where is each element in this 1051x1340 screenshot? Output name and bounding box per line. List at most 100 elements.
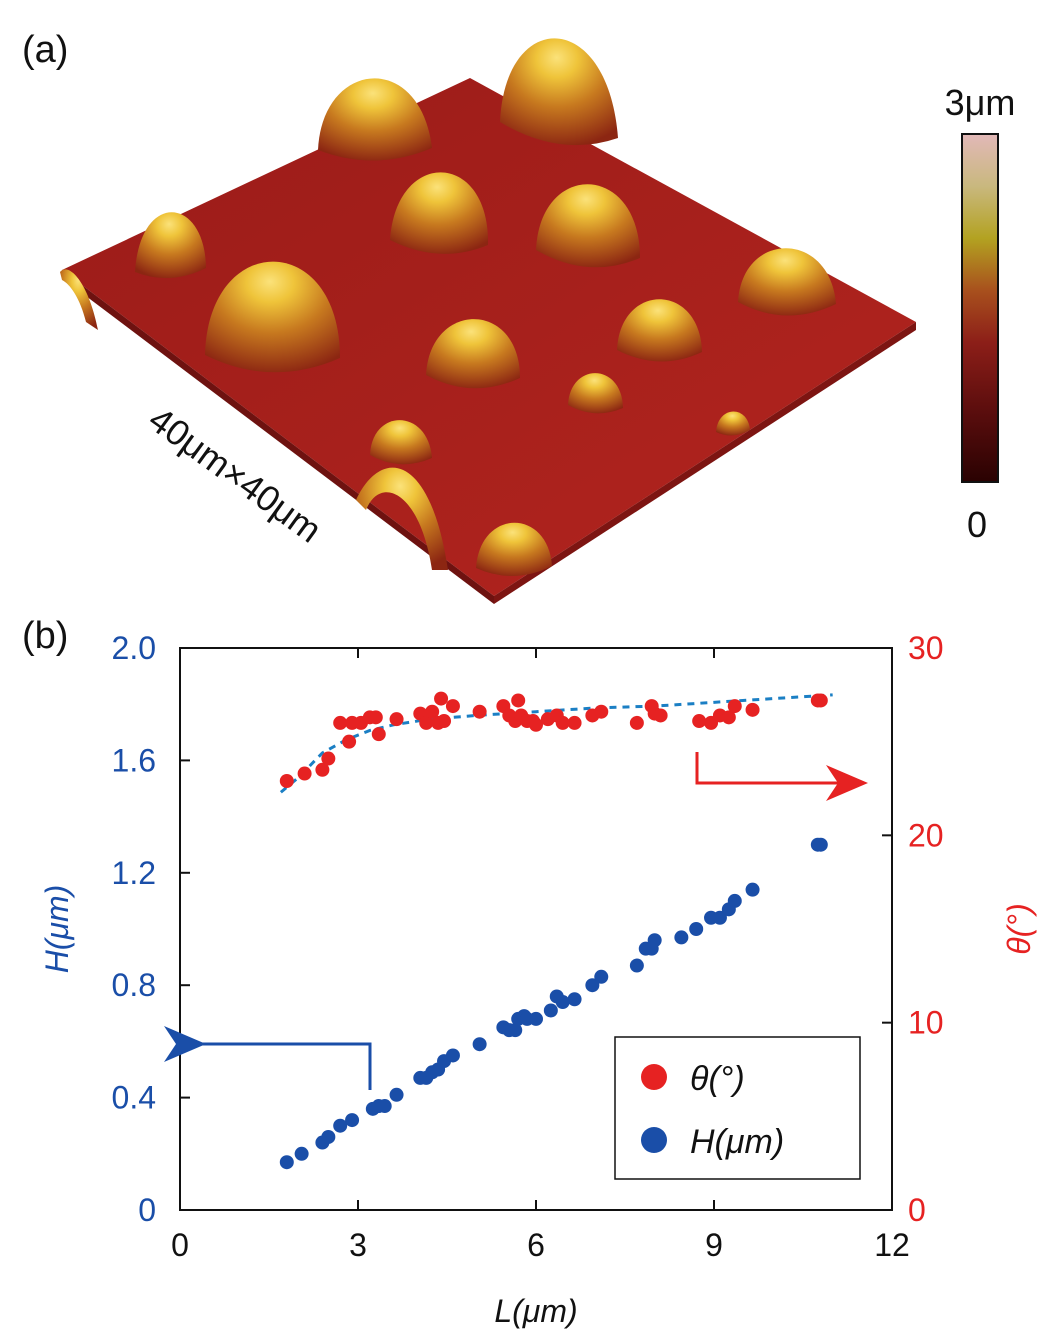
h-point bbox=[543, 1003, 558, 1018]
bump-edge-cut bbox=[60, 269, 98, 330]
left-y-tick-label: 1.6 bbox=[112, 742, 156, 778]
theta-fit-curve bbox=[279, 693, 833, 794]
h-point bbox=[529, 1011, 543, 1026]
right-y-tick-label: 30 bbox=[908, 630, 944, 666]
right-y-tick-label: 20 bbox=[908, 817, 944, 853]
h-point bbox=[585, 978, 600, 993]
bump bbox=[205, 261, 340, 373]
x-tick-label: 0 bbox=[171, 1227, 189, 1263]
colorbar-gradient bbox=[961, 133, 999, 483]
theta-point bbox=[279, 774, 294, 789]
panel-a: (a) 40μm×40μm bbox=[22, 29, 1015, 604]
legend: θ(°) H(μm) bbox=[614, 1036, 861, 1180]
bump bbox=[536, 184, 640, 268]
h-point bbox=[647, 933, 662, 948]
h-point bbox=[321, 1129, 336, 1144]
arrow-to-left-axis bbox=[164, 1026, 372, 1090]
x-axis: 0 3 6 9 12 bbox=[171, 648, 910, 1263]
h-point bbox=[712, 910, 727, 925]
theta-point bbox=[472, 704, 487, 719]
surface-bumps bbox=[60, 38, 836, 577]
left-y-tick-label: 0 bbox=[138, 1192, 156, 1228]
h-point bbox=[555, 995, 570, 1010]
h-point bbox=[594, 969, 609, 984]
h-point bbox=[279, 1155, 294, 1170]
theta-point bbox=[315, 762, 330, 777]
theta-point bbox=[745, 702, 760, 717]
h-point bbox=[389, 1087, 404, 1102]
h-point bbox=[377, 1099, 392, 1114]
h-point bbox=[689, 922, 704, 936]
axis-arrows bbox=[164, 752, 868, 1090]
theta-point bbox=[297, 766, 312, 781]
x-axis-label: L(μm) bbox=[494, 1293, 577, 1329]
left-y-axis: 0 0.4 0.8 1.2 1.6 2.0 bbox=[112, 630, 190, 1228]
left-y-tick-label: 1.2 bbox=[112, 855, 156, 891]
legend-box bbox=[614, 1036, 861, 1180]
colorbar-min-label: 0 bbox=[967, 504, 987, 545]
x-tick-label: 3 bbox=[349, 1227, 367, 1263]
afm-surface bbox=[60, 38, 916, 604]
panel-a-label: (a) bbox=[22, 29, 68, 71]
x-tick-label: 12 bbox=[874, 1227, 910, 1263]
bump bbox=[390, 172, 489, 254]
bump bbox=[318, 78, 432, 161]
right-y-axis-label: θ(°) bbox=[1001, 903, 1037, 954]
theta-point bbox=[813, 693, 828, 708]
theta-point bbox=[721, 710, 736, 725]
bump bbox=[500, 38, 618, 146]
bump bbox=[476, 522, 552, 577]
theta-point bbox=[567, 715, 582, 730]
h-point bbox=[813, 837, 828, 852]
theta-point bbox=[555, 715, 570, 730]
theta-point bbox=[511, 693, 526, 708]
legend-h-label: H(μm) bbox=[690, 1123, 784, 1161]
theta-point bbox=[434, 691, 449, 706]
h-point bbox=[567, 992, 582, 1007]
h-point bbox=[445, 1048, 460, 1063]
theta-point bbox=[389, 712, 404, 727]
theta-point bbox=[333, 715, 348, 730]
h-point bbox=[294, 1146, 309, 1161]
panel-b: (b) 0 3 6 9 12 0 0.4 0.8 1.2 1.6 2.0 0 10 20 30 L(μm… bbox=[22, 615, 1037, 1329]
theta-point bbox=[368, 710, 383, 725]
bump bbox=[738, 248, 836, 316]
bump bbox=[716, 411, 750, 436]
theta-point bbox=[321, 751, 336, 766]
colorbar-max-label: 3μm bbox=[945, 82, 1016, 123]
right-y-axis: 0 10 20 30 bbox=[882, 630, 944, 1228]
h-point bbox=[629, 958, 644, 973]
substrate-edge-front bbox=[62, 270, 494, 604]
bump bbox=[617, 299, 702, 362]
h-point bbox=[345, 1113, 360, 1128]
theta-point bbox=[629, 715, 644, 730]
theta-points-layer bbox=[279, 691, 828, 789]
theta-point bbox=[594, 704, 609, 719]
theta-point bbox=[445, 699, 460, 714]
bump bbox=[135, 212, 206, 279]
left-y-tick-label: 0.4 bbox=[112, 1080, 156, 1116]
h-points-layer bbox=[279, 837, 828, 1170]
legend-theta-marker bbox=[641, 1064, 667, 1090]
x-tick-label: 6 bbox=[527, 1227, 545, 1263]
theta-point bbox=[371, 727, 386, 742]
h-point bbox=[508, 1023, 523, 1038]
arrow-to-right-axis bbox=[695, 752, 868, 801]
theta-point bbox=[437, 714, 452, 729]
chart-plot-area: 0 3 6 9 12 0 0.4 0.8 1.2 1.6 2.0 0 10 20 30 L(μm) H(… bbox=[39, 630, 1037, 1329]
left-y-tick-label: 2.0 bbox=[112, 630, 156, 666]
h-point bbox=[727, 893, 742, 908]
h-point bbox=[333, 1118, 348, 1133]
theta-point bbox=[653, 708, 668, 723]
fit-curve-layer bbox=[279, 693, 833, 794]
right-y-tick-label: 0 bbox=[908, 1192, 926, 1228]
legend-h-marker bbox=[641, 1127, 667, 1153]
h-point bbox=[472, 1037, 487, 1052]
theta-point bbox=[419, 715, 434, 730]
colorbar: 3μm 0 bbox=[945, 82, 1016, 545]
bump-edge-cut bbox=[356, 467, 448, 570]
bump bbox=[568, 373, 623, 414]
legend-theta-label: θ(°) bbox=[690, 1060, 745, 1098]
bump bbox=[370, 420, 432, 465]
